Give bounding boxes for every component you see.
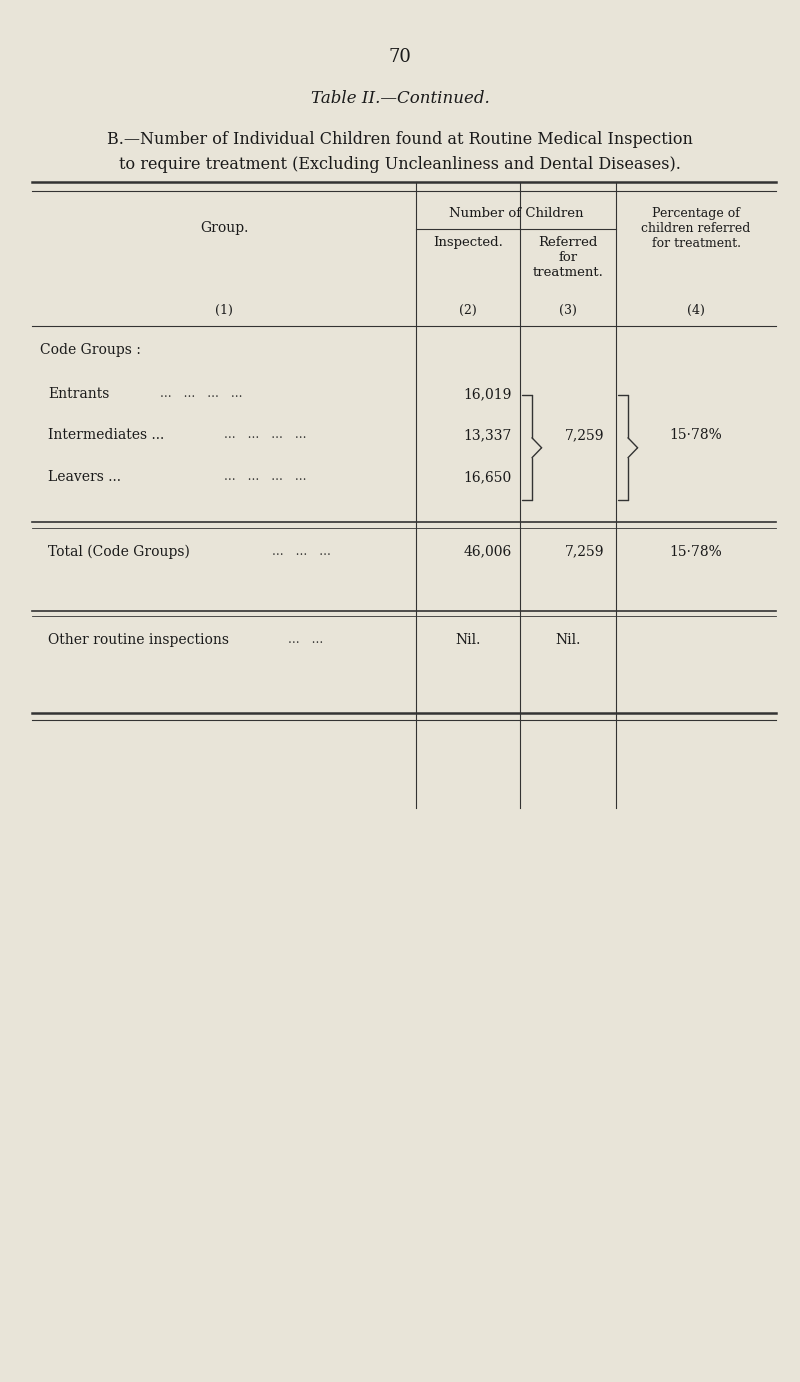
Text: (4): (4) bbox=[687, 304, 705, 316]
Text: Number of Children: Number of Children bbox=[449, 207, 583, 220]
Text: Percentage of
children referred
for treatment.: Percentage of children referred for trea… bbox=[642, 207, 750, 250]
Text: 16,019: 16,019 bbox=[464, 387, 512, 401]
Text: 7,259: 7,259 bbox=[565, 545, 604, 558]
Text: (2): (2) bbox=[459, 304, 477, 316]
Text: Total (Code Groups): Total (Code Groups) bbox=[48, 545, 190, 558]
Text: B.—Number of Individual Children found at Routine Medical Inspection: B.—Number of Individual Children found a… bbox=[107, 131, 693, 148]
Text: (1): (1) bbox=[215, 304, 233, 316]
Text: Group.: Group. bbox=[200, 221, 248, 235]
Text: (3): (3) bbox=[559, 304, 577, 316]
Text: Nil.: Nil. bbox=[555, 633, 581, 647]
Text: 70: 70 bbox=[389, 48, 411, 66]
Text: ...   ...   ...   ...: ... ... ... ... bbox=[160, 387, 242, 399]
Text: ...   ...   ...: ... ... ... bbox=[272, 545, 331, 557]
Text: Entrants: Entrants bbox=[48, 387, 110, 401]
Text: 15·78%: 15·78% bbox=[670, 428, 722, 442]
Text: to require treatment (Excluding Uncleanliness and Dental Diseases).: to require treatment (Excluding Uncleanl… bbox=[119, 156, 681, 173]
Text: ...   ...   ...   ...: ... ... ... ... bbox=[224, 470, 306, 482]
Text: Intermediates ...: Intermediates ... bbox=[48, 428, 164, 442]
Text: 7,259: 7,259 bbox=[565, 428, 604, 442]
Text: 13,337: 13,337 bbox=[464, 428, 512, 442]
Text: Table II.—Continued.: Table II.—Continued. bbox=[310, 90, 490, 106]
Text: ...   ...   ...   ...: ... ... ... ... bbox=[224, 428, 306, 441]
Text: Leavers ...: Leavers ... bbox=[48, 470, 121, 484]
Text: 15·78%: 15·78% bbox=[670, 545, 722, 558]
Text: 46,006: 46,006 bbox=[464, 545, 512, 558]
Text: 16,650: 16,650 bbox=[464, 470, 512, 484]
Text: Inspected.: Inspected. bbox=[433, 236, 503, 249]
Text: ...   ...: ... ... bbox=[288, 633, 323, 645]
Text: Other routine inspections: Other routine inspections bbox=[48, 633, 229, 647]
Text: Nil.: Nil. bbox=[455, 633, 481, 647]
Text: Referred
for
treatment.: Referred for treatment. bbox=[533, 236, 603, 279]
Text: Code Groups :: Code Groups : bbox=[40, 343, 141, 357]
